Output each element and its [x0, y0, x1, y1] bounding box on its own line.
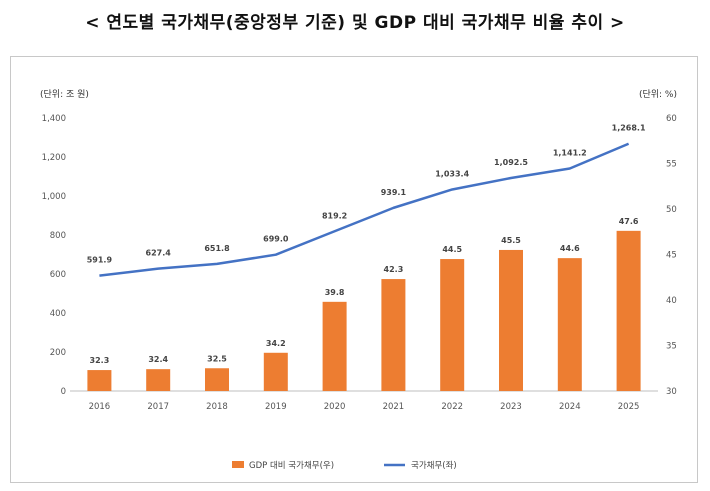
right-axis-tick-label: 45 — [666, 251, 677, 261]
line-data-label: 651.8 — [204, 244, 230, 253]
left-axis-tick-label: 400 — [50, 309, 66, 319]
chart-frame — [10, 56, 698, 483]
line-data-label: 1,092.5 — [494, 158, 528, 167]
line-data-label: 699.0 — [263, 235, 289, 244]
bar-data-label: 44.6 — [560, 244, 580, 253]
bar-gdp-ratio — [263, 352, 288, 391]
bar-data-label: 32.3 — [90, 356, 110, 365]
line-data-label: 591.9 — [87, 256, 113, 265]
left-axis-tick-label: 1,200 — [42, 153, 66, 163]
line-data-label: 1,141.2 — [553, 148, 587, 157]
bar-gdp-ratio — [557, 258, 582, 391]
x-axis-tick-label: 2017 — [147, 402, 169, 412]
left-axis-tick-label: 200 — [50, 348, 66, 358]
bar-data-label: 45.5 — [501, 236, 521, 245]
x-axis-tick-label: 2025 — [618, 402, 640, 412]
bar-gdp-ratio — [499, 249, 523, 391]
x-axis-tick-label: 2019 — [265, 402, 287, 412]
bar-data-label: 47.6 — [619, 217, 639, 226]
left-axis-tick-label: 600 — [50, 270, 66, 280]
left-axis-tick-label: 1,400 — [42, 114, 66, 124]
bar-gdp-ratio — [616, 230, 641, 391]
line-data-label: 1,033.4 — [435, 169, 469, 178]
right-axis-tick-label: 30 — [666, 387, 677, 397]
x-axis-tick-label: 2018 — [206, 402, 228, 412]
left-axis-unit-label: (단위: 조 원) — [40, 89, 89, 100]
bar-data-label: 32.4 — [148, 355, 168, 364]
right-axis-unit-label: (단위: %) — [639, 89, 677, 100]
legend-line-label: 국가채무(좌) — [411, 460, 457, 471]
bar-data-label: 39.8 — [325, 288, 345, 297]
bar-data-label: 42.3 — [384, 265, 404, 274]
bar-gdp-ratio — [440, 259, 465, 391]
bar-data-label: 44.5 — [442, 245, 462, 254]
bar-gdp-ratio — [381, 279, 406, 391]
bar-gdp-ratio — [87, 370, 112, 391]
right-axis-tick-label: 50 — [666, 205, 677, 215]
right-axis-tick-label: 40 — [666, 296, 677, 306]
line-data-label: 939.1 — [381, 188, 407, 197]
bar-gdp-ratio — [322, 301, 347, 391]
debt-line-series — [99, 142, 630, 277]
legend-bar-label: GDP 대비 국가채무(우) — [249, 460, 334, 471]
x-axis-tick-label: 2016 — [89, 402, 111, 412]
left-axis-tick-label: 1,000 — [42, 192, 66, 202]
x-axis-tick-label: 2020 — [324, 402, 346, 412]
line-data-label: 819.2 — [322, 211, 347, 220]
line-data-label: 627.4 — [146, 249, 172, 258]
left-axis-tick-label: 0 — [61, 387, 66, 397]
x-axis-tick-label: 2022 — [441, 402, 463, 412]
right-axis-tick-label: 60 — [666, 114, 677, 124]
x-axis-tick-label: 2023 — [500, 402, 522, 412]
page-title: < 연도별 국가채무(중앙정부 기준) 및 GDP 대비 국가채무 비율 추이 … — [85, 13, 625, 33]
left-axis-tick-label: 800 — [50, 231, 66, 241]
right-axis-tick-label: 35 — [666, 342, 677, 352]
bar-data-label: 32.5 — [207, 354, 227, 363]
bar-gdp-ratio — [146, 369, 171, 391]
bar-data-label: 34.2 — [266, 339, 286, 348]
line-data-label: 1,268.1 — [612, 124, 646, 133]
legend-bar-swatch — [232, 461, 244, 468]
bar-gdp-ratio — [205, 368, 229, 391]
right-axis-tick-label: 55 — [666, 160, 677, 170]
x-axis-tick-label: 2021 — [383, 402, 405, 412]
x-axis-tick-label: 2024 — [559, 402, 581, 412]
